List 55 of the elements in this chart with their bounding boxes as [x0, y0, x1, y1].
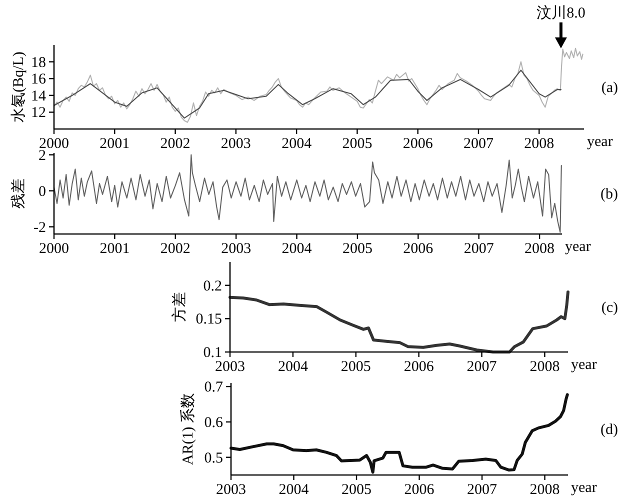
x-axis-title: year	[565, 239, 591, 255]
x-tick-label: 2008	[524, 241, 555, 257]
x-tick-label: 2006	[404, 359, 434, 375]
y-axis-title: 水氡(Bq/L)	[10, 52, 27, 122]
x-tick-label: 2003	[215, 359, 245, 375]
x-tick-label: 2001	[100, 136, 130, 152]
x-tick-label: 2001	[100, 241, 130, 257]
y-tick-label: 14	[31, 88, 46, 104]
x-tick-label: 2004	[278, 482, 310, 497]
y-tick-label: -2	[34, 220, 46, 236]
text: (b)	[600, 186, 618, 202]
x-tick-label: 2004	[282, 241, 312, 257]
y-tick-label: 0.6	[204, 414, 224, 431]
x-tick-label: 2003	[216, 482, 246, 497]
x-axis-title: year	[587, 134, 613, 150]
y-axis-title: 残差	[10, 178, 27, 208]
x-tick-label: 2008	[530, 482, 560, 497]
y-tick-label: 0	[38, 184, 46, 200]
y-tick-label: 0.2	[203, 278, 222, 294]
x-tick-label: 2005	[340, 359, 371, 375]
text: (d)	[600, 422, 618, 438]
x-tick-label: 2007	[466, 359, 498, 375]
x-tick-label: 2007	[464, 241, 494, 257]
x-tick-label: 2006	[404, 482, 435, 497]
annotation: 汶川8.0	[536, 4, 586, 22]
x-tick-label: 2007	[463, 136, 494, 152]
x-tick-label: 2008	[524, 136, 554, 152]
y-tick-label: 2	[38, 148, 46, 164]
x-tick-label: 2004	[278, 359, 308, 375]
y-tick-label: 0.5	[204, 450, 223, 466]
x-tick-label: 2005	[342, 136, 372, 152]
x-axis-title: year	[571, 357, 597, 373]
x-axis-title: year	[571, 480, 597, 496]
y-tick-label: 0.1	[203, 345, 222, 361]
x-tick-label: 2000	[39, 241, 69, 257]
x-tick-label: 2002	[160, 241, 190, 257]
x-tick-label: 2007	[467, 482, 498, 497]
x-tick-label: 2005	[342, 241, 372, 257]
x-tick-label: 2003	[221, 241, 252, 257]
text: (a)	[601, 80, 618, 96]
x-tick-label: 2003	[220, 136, 251, 152]
x-tick-label: 2005	[342, 482, 372, 497]
y-axis-title: 方差	[171, 292, 188, 322]
y-tick-label: 12	[31, 105, 46, 122]
x-tick-label: 2008	[530, 359, 560, 375]
x-tick-label: 2006	[403, 241, 434, 257]
x-tick-label: 2004	[282, 136, 312, 152]
text: (c)	[601, 300, 618, 316]
x-tick-label: 2002	[160, 136, 190, 152]
y-axis-title: AR(1) 系数	[180, 392, 196, 466]
x-tick-label: 2006	[402, 136, 434, 152]
y-tick-label: 0.15	[196, 312, 222, 328]
y-tick-label: 0.7	[204, 380, 224, 396]
y-tick-label: 18	[31, 54, 46, 71]
y-tick-label: 16	[31, 72, 46, 88]
